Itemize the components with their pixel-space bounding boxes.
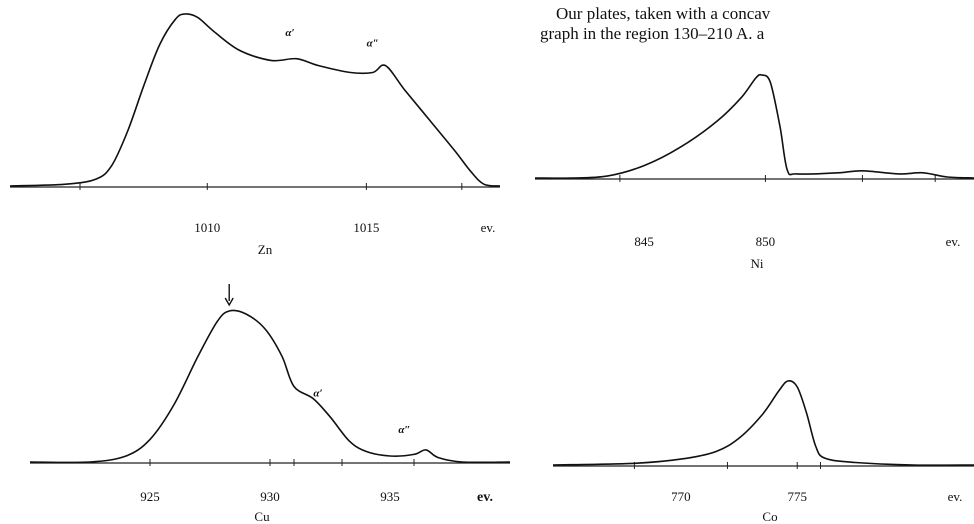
co-unit-label: ev.	[948, 489, 963, 504]
cu-tick-label: 930	[260, 489, 280, 504]
cu-peak-label: α′	[313, 388, 322, 400]
text-line-2: graph in the region 130–210 A. a	[540, 24, 765, 43]
zn-tick-label: 1015	[353, 220, 379, 235]
panel-co: 770 775 ev. Co	[552, 380, 974, 524]
ni-tick-label: 845	[634, 234, 654, 249]
zn-unit-label: ev.	[481, 220, 496, 235]
panel-cu: 925 930 935 ev. Cu α′ α″	[29, 284, 511, 524]
text-line-1: Our plates, taken with a concav	[556, 4, 771, 23]
cu-arrow-marker	[224, 284, 234, 307]
zn-tick-label: 1010	[194, 220, 220, 235]
zn-peak-label: α′	[285, 27, 294, 39]
panel-ni: 845 850 ev. Ni	[534, 73, 974, 271]
cu-tick-label: 935	[380, 489, 400, 504]
co-spectrum-line	[552, 380, 974, 466]
ni-spectrum-line	[534, 73, 974, 179]
cu-element-label: Cu	[254, 509, 270, 524]
cu-tick-label: 925	[140, 489, 160, 504]
zn-peak-label: α″	[367, 37, 379, 49]
cu-peak-label: α″	[398, 424, 410, 436]
zn-element-label: Zn	[258, 242, 273, 257]
ni-element-label: Ni	[751, 256, 764, 271]
ni-tick-label: 850	[756, 234, 776, 249]
cu-unit-label: ev.	[477, 490, 493, 505]
ni-unit-label: ev.	[946, 234, 961, 249]
co-tick-label: 770	[671, 489, 691, 504]
panel-zn: 1010 1015 ev. Zn α′ α″	[9, 13, 501, 257]
co-tick-label: 775	[787, 489, 807, 504]
cu-spectrum-line	[29, 309, 511, 464]
zn-spectrum-line	[9, 13, 501, 187]
co-element-label: Co	[762, 509, 777, 524]
